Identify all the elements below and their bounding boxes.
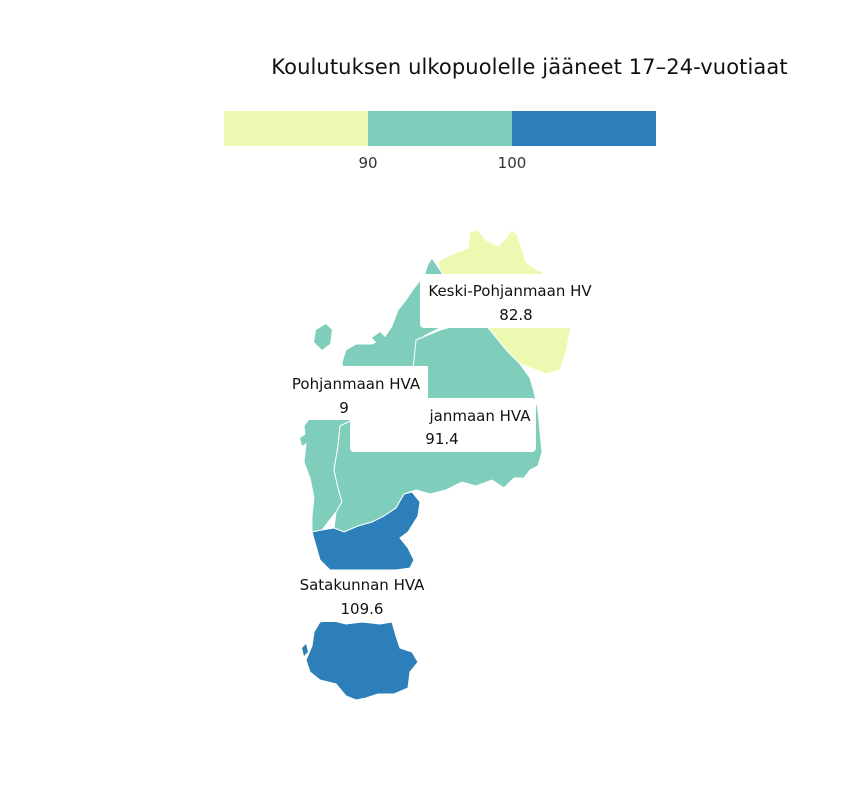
label-name: Pohjanmaan HVA [292, 375, 421, 393]
legend-break-100: 100 [497, 154, 527, 172]
label-keski-pohjanmaa: Keski-Pohjanmaan HV 82.8 [420, 274, 596, 328]
label-etela-pohjanmaa: janmaan HVA 91.4 [350, 398, 536, 452]
region-satakunta-south[interactable] [305, 619, 419, 701]
label-name: Satakunnan HVA [300, 576, 426, 594]
label-name: Keski-Pohjanmaan HV [428, 282, 592, 300]
legend-swatch-mid [368, 111, 512, 146]
legend-break-90: 90 [358, 154, 378, 172]
island [300, 434, 308, 446]
label-satakunta: Satakunnan HVA 109.6 [292, 570, 432, 622]
legend-swatch-high [512, 111, 656, 146]
island [302, 644, 308, 656]
label-value: 82.8 [499, 306, 532, 324]
island [372, 332, 386, 346]
island [314, 324, 332, 350]
map-title: Koulutuksen ulkopuolelle jääneet 17–24-v… [271, 55, 788, 79]
label-value: 91.4 [425, 430, 458, 448]
label-name: janmaan HVA [429, 407, 532, 425]
legend-swatch-low [224, 111, 368, 146]
color-legend [224, 111, 656, 146]
label-value: 109.6 [341, 600, 384, 618]
